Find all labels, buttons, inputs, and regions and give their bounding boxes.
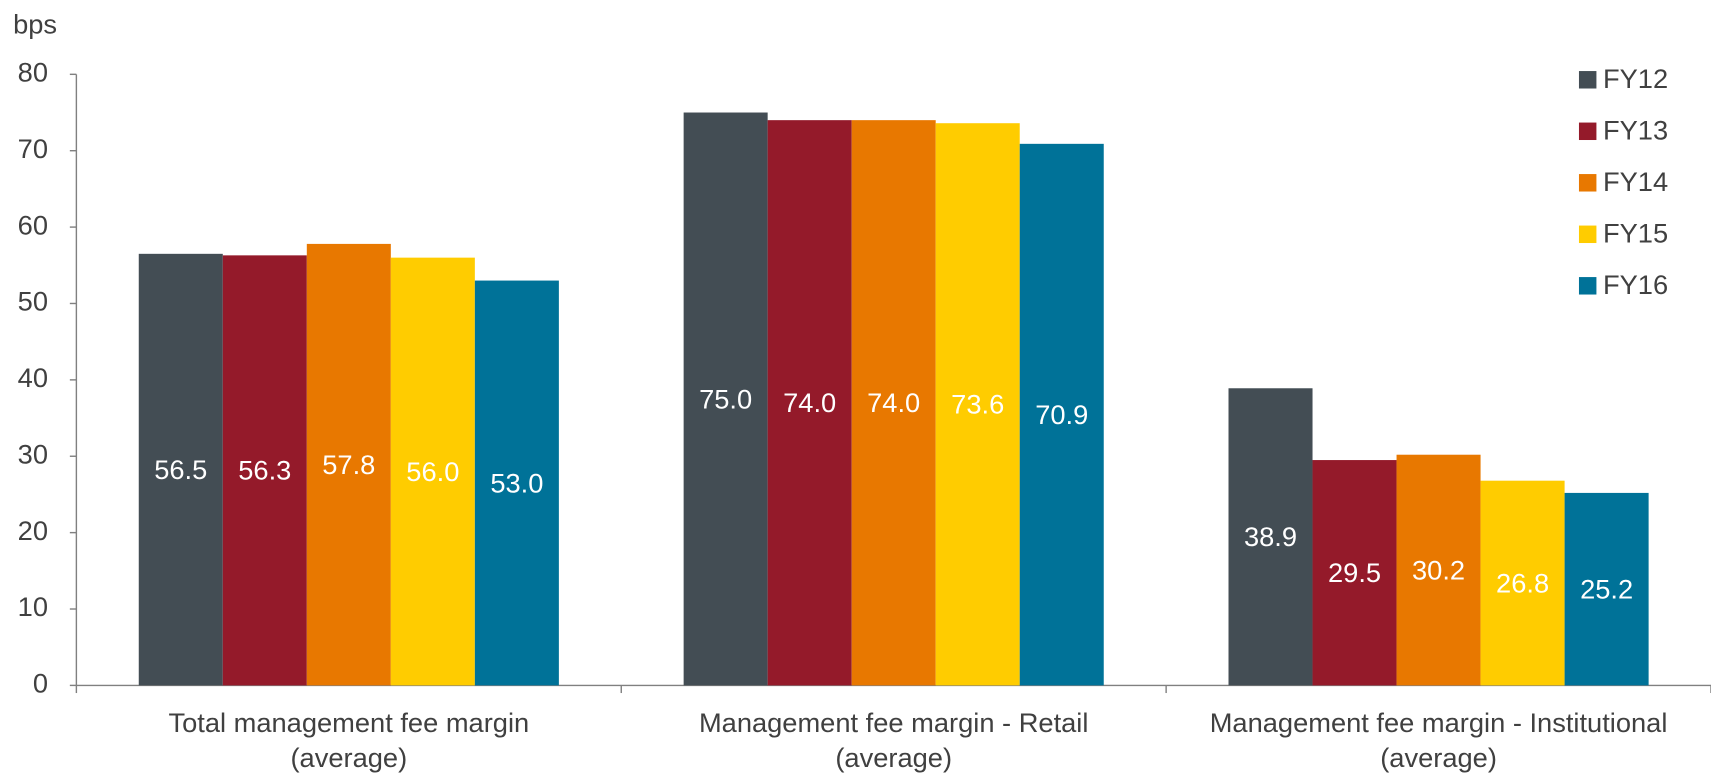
data-label: 29.5 — [1328, 557, 1381, 588]
x-tick-label: (average) — [1380, 742, 1497, 773]
y-tick-label: 0 — [33, 668, 48, 699]
y-axis-label: bps — [13, 9, 57, 40]
bar — [138, 253, 223, 686]
bar — [1480, 480, 1565, 686]
x-tick-label: (average) — [290, 742, 407, 773]
bar — [222, 255, 307, 686]
y-tick-label: 50 — [18, 286, 48, 317]
legend-label: FY15 — [1603, 218, 1668, 249]
y-tick-label: 80 — [18, 57, 48, 88]
legend-label: FY14 — [1603, 166, 1668, 197]
data-label: 74.0 — [783, 387, 836, 418]
legend-swatch — [1578, 277, 1597, 295]
x-tick-label: Management fee margin - Institutional — [1210, 707, 1668, 738]
data-label: 53.0 — [490, 467, 543, 498]
data-label: 74.0 — [867, 387, 920, 418]
y-tick-label: 70 — [18, 133, 48, 164]
legend-swatch — [1578, 122, 1597, 141]
data-label: 25.2 — [1580, 574, 1633, 605]
y-tick-label: 30 — [18, 438, 48, 469]
y-tick-label: 60 — [18, 209, 48, 240]
legend-swatch — [1578, 71, 1597, 89]
data-label: 56.3 — [238, 455, 291, 486]
bar — [1564, 492, 1649, 686]
bar — [683, 112, 768, 686]
legend-label: FY16 — [1603, 269, 1668, 300]
data-label: 57.8 — [322, 449, 375, 480]
data-label: 70.9 — [1035, 399, 1088, 430]
data-label: 56.0 — [406, 456, 459, 487]
data-label: 73.6 — [951, 389, 1004, 420]
bar — [1312, 460, 1397, 686]
bar — [851, 120, 936, 686]
legend-label: FY12 — [1603, 63, 1668, 94]
y-tick-label: 10 — [18, 591, 48, 622]
x-tick-label: (average) — [835, 742, 952, 773]
data-label: 75.0 — [699, 383, 752, 414]
bar — [390, 257, 475, 686]
y-tick-label: 20 — [18, 515, 48, 546]
bar — [935, 123, 1020, 686]
bar — [1019, 143, 1104, 686]
legend-swatch — [1578, 225, 1597, 244]
bar — [306, 243, 391, 686]
bar — [1396, 454, 1481, 686]
bar — [1228, 388, 1313, 686]
data-label: 56.5 — [154, 454, 207, 485]
legend-swatch — [1578, 174, 1597, 192]
data-label: 26.8 — [1496, 567, 1549, 598]
x-tick-label: Total management fee margin — [168, 707, 529, 738]
data-label: 30.2 — [1412, 554, 1465, 585]
y-tick-label: 40 — [18, 362, 48, 393]
bar — [474, 280, 559, 686]
legend-label: FY13 — [1603, 115, 1668, 146]
x-tick-label: Management fee margin - Retail — [699, 707, 1088, 738]
bar — [767, 120, 852, 686]
data-label: 38.9 — [1244, 521, 1297, 552]
